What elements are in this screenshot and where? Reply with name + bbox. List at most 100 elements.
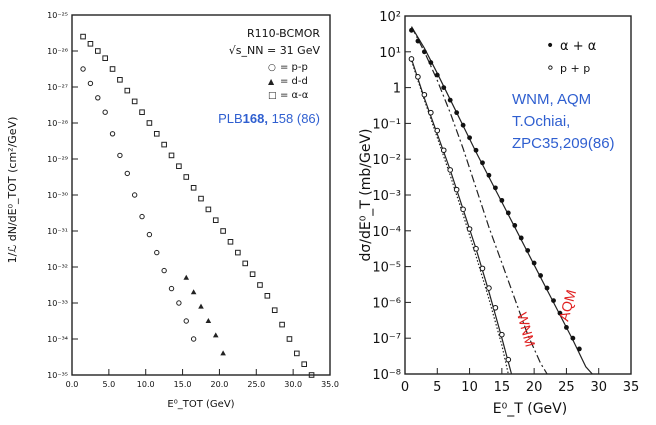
data-point-alpha (538, 273, 543, 278)
data-point-alpha (505, 210, 511, 216)
right-x-axis-label: E⁰_T (GeV) (493, 401, 567, 417)
left-panel: 0.0 5.0 10.0 15.0 20.0 25.0 30.0 35.0 10⁻³⁵10⁻³… (6, 11, 339, 410)
data-point-square (102, 55, 108, 62)
data-point-alpha (421, 49, 427, 55)
y-tick-label: 10⁻³ (372, 189, 401, 204)
data-point-circle (80, 66, 86, 72)
y-tick-label: 10⁻²⁷ (47, 83, 68, 92)
data-point-proton (421, 91, 428, 98)
data-point-square (139, 109, 145, 116)
data-point-square (227, 239, 234, 245)
left-legend: ○ = p-p ▲ = d-d □ = α-α (268, 62, 309, 101)
y-tick-label: 10⁻⁶ (372, 296, 401, 311)
data-point-triangle (183, 274, 190, 280)
data-point-circle (161, 267, 167, 274)
data-point-square (87, 41, 94, 47)
left-chart-title: R110-BCMOR (247, 27, 320, 40)
data-point-square (249, 271, 256, 277)
data-point-proton (466, 226, 473, 232)
data-point-alpha (518, 235, 524, 241)
data-point-proton (415, 74, 421, 80)
y-tick-label: 10⁻²⁵ (47, 11, 68, 20)
left-energy-label: √s_NN = 31 GeV (229, 44, 321, 57)
x-tick-label: 30.0 (284, 380, 302, 389)
data-point-proton (434, 127, 441, 134)
y-tick-label: 10⁻⁴ (372, 225, 401, 240)
y-tick-label: 10⁻²⁹ (47, 155, 68, 164)
data-point-proton (453, 186, 460, 193)
data-point-square (212, 217, 219, 223)
data-point-triangle (212, 332, 219, 338)
x-tick-label: 0 (401, 380, 409, 395)
legend-label-aa: = α-α (280, 90, 309, 101)
data-point-square (257, 282, 263, 288)
data-point-proton (408, 56, 415, 62)
y-tick-label: 10⁻¹ (372, 117, 401, 132)
y-tick-label: 10⁻⁷ (372, 332, 401, 347)
data-point-square (153, 131, 160, 137)
ref-volume: 168, (243, 111, 268, 126)
data-point-proton (486, 285, 492, 291)
data-point-square (205, 206, 212, 213)
data-point-circle (190, 336, 197, 342)
left-reference-text: PLB168, 158 (86) (218, 111, 320, 126)
data-point-proton (492, 304, 499, 311)
data-point-alpha (441, 85, 447, 90)
data-point-alpha (551, 298, 556, 304)
x-tick-label: 30 (590, 380, 607, 395)
data-point-square (264, 293, 271, 299)
y-tick-label: 1 (393, 82, 401, 97)
model-curve (410, 26, 593, 375)
data-point-alpha (409, 27, 414, 33)
y-tick-label: 10⁻³² (47, 263, 68, 272)
data-point-alpha (454, 110, 460, 116)
legend-marker-pp: ○ (268, 63, 276, 73)
data-point-alpha (499, 197, 505, 203)
data-point-alpha (576, 346, 582, 352)
data-point-alpha (557, 310, 563, 316)
data-point-square (286, 336, 293, 342)
data-point-square (131, 98, 138, 105)
left-x-axis-label: E⁰_TOT (GeV) (167, 399, 234, 410)
data-point-circle (154, 249, 160, 256)
x-tick-label: 35 (623, 380, 640, 395)
legend-marker-alpha: • (546, 38, 554, 54)
right-reference-line1: WNM, AQM (512, 91, 591, 108)
data-point-square (95, 48, 101, 54)
data-point-alpha (512, 223, 518, 228)
data-point-square (294, 350, 300, 357)
data-point-square (80, 33, 86, 40)
x-tick-label: 20.0 (211, 380, 229, 389)
ref-rest: 158 (86) (268, 111, 320, 126)
x-tick-label: 10.0 (137, 380, 155, 389)
data-point-proton (505, 356, 512, 363)
data-point-square (279, 321, 285, 328)
data-point-circle (117, 152, 123, 159)
right-y-ticks: 10⁻⁸ 10⁻⁷ 10⁻⁶ 10⁻⁵ 10⁻⁴ 10⁻³ 10⁻² 10⁻¹ 1 10¹ 10² (372, 10, 411, 383)
data-point-proton (428, 109, 434, 116)
data-point-square (198, 195, 204, 202)
data-point-proton (440, 147, 447, 154)
y-tick-label: 10⁻² (372, 153, 401, 168)
data-point-alpha (525, 248, 531, 253)
data-point-square (109, 66, 116, 72)
data-point-circle (176, 300, 182, 306)
right-y-axis-label: dσ/dE⁰_T (mb/GeV) (358, 128, 374, 261)
data-point-square (235, 249, 241, 256)
x-tick-label: 25 (558, 380, 575, 395)
legend-marker-dd: ▲ (268, 77, 275, 86)
y-tick-label: 10⁻³⁴ (47, 335, 68, 344)
data-point-circle (131, 192, 138, 198)
data-point-alpha (570, 335, 576, 341)
data-point-square (308, 372, 315, 378)
right-reference-line3: ZPC35,209(86) (512, 135, 615, 152)
data-point-proton (499, 331, 505, 338)
data-point-alpha (544, 285, 550, 291)
data-point-circle (109, 131, 116, 137)
data-point-alpha (480, 160, 485, 166)
data-point-proton (473, 245, 479, 252)
left-y-ticks: 10⁻³⁵ 10⁻³⁴ 10⁻³³ 10⁻³² 10⁻³¹ 10⁻³⁰ 10⁻²⁹ 10⁻²⁸… (47, 11, 78, 380)
data-point-proton (447, 167, 454, 173)
data-point-square (271, 307, 278, 313)
